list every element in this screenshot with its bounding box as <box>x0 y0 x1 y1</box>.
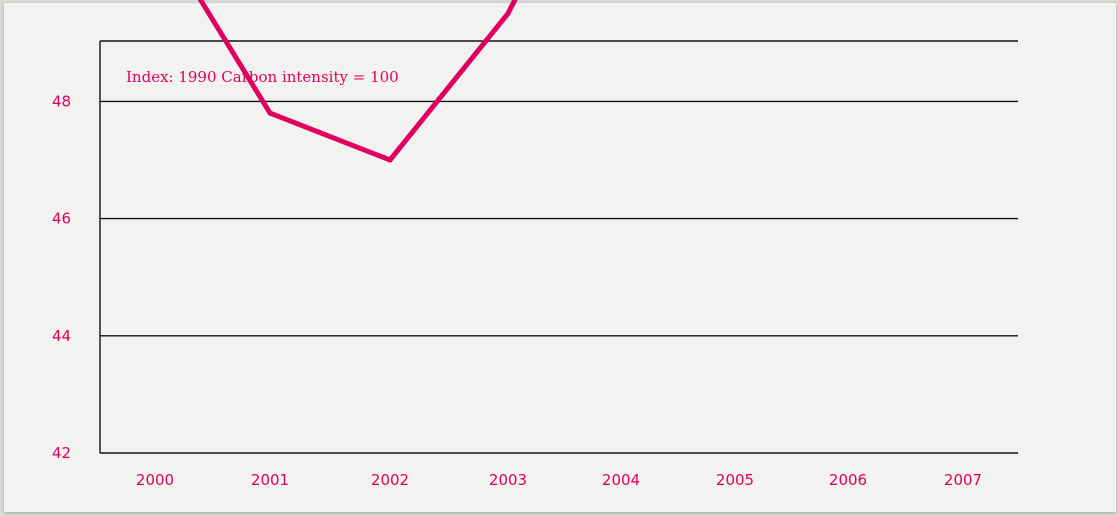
series-line <box>197 0 518 163</box>
y-tick-label: 48 <box>52 92 71 110</box>
y-tick-label: 42 <box>52 444 71 462</box>
x-tick-label: 2002 <box>371 471 409 489</box>
y-tick-label: 46 <box>52 210 71 228</box>
x-axis-tick-labels: 2000 2001 2002 2003 2004 2005 2006 2007 <box>136 471 982 489</box>
x-tick-label: 2007 <box>944 471 982 489</box>
x-tick-label: 2000 <box>136 471 174 489</box>
series-points <box>267 11 511 163</box>
chart-card <box>4 3 1116 512</box>
x-tick-label: 2001 <box>251 471 289 489</box>
x-tick-label: 2006 <box>829 471 867 489</box>
y-axis-tick-labels: 42444648505254 <box>52 92 71 462</box>
data-point-2002 <box>387 157 393 163</box>
x-tick-label: 2004 <box>602 471 640 489</box>
x-tick-label: 2005 <box>716 471 754 489</box>
y-tick-label: 44 <box>52 327 71 345</box>
data-point-2001 <box>267 110 273 116</box>
chart-annotation: Index: 1990 Carbon intensity = 100 <box>126 68 399 86</box>
gridlines <box>100 40 1018 454</box>
data-point-2003 <box>505 11 511 16</box>
x-tick-label: 2003 <box>489 471 527 489</box>
